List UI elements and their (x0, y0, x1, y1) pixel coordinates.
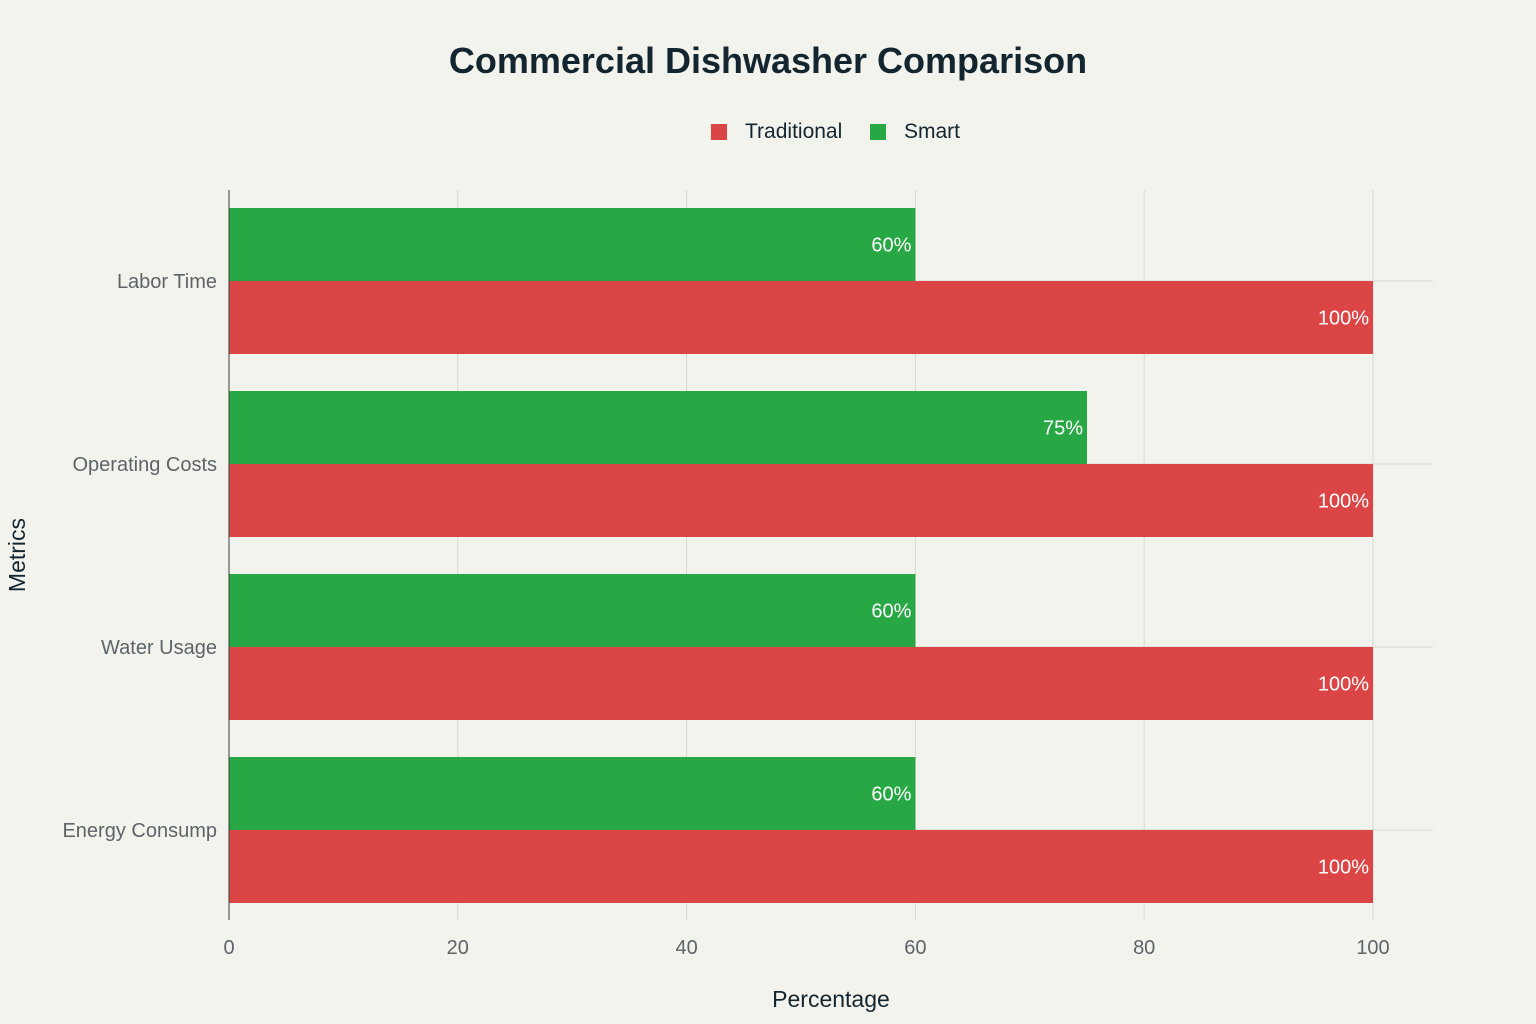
legend-item-traditional[interactable]: Traditional (711, 119, 842, 145)
x-tick-label: 60 (904, 937, 926, 959)
y-tick-label: Water Usage (101, 637, 217, 659)
legend-label-traditional: Traditional (745, 120, 843, 143)
chart-title: Commercial Dishwasher Comparison (448, 40, 1088, 81)
data-label-smart: 60% (871, 601, 911, 623)
legend-label-smart: Smart (904, 120, 961, 143)
y-tick-label: Operating Costs (72, 454, 217, 476)
x-tick-label: 100 (1356, 937, 1389, 959)
x-tick-label: 20 (447, 937, 469, 959)
bar-smart (229, 208, 916, 281)
bar-smart (229, 574, 916, 647)
y-tick-label: Labor Time (117, 271, 217, 293)
x-tick-label: 80 (1133, 937, 1155, 959)
data-label-smart: 75% (1043, 418, 1083, 440)
x-tick-label: 40 (675, 937, 697, 959)
data-label-traditional: 100% (1318, 674, 1369, 696)
bar-smart (229, 391, 1087, 464)
y-tick-label: Energy Consump (62, 820, 217, 842)
legend-swatch-traditional (711, 124, 727, 140)
legend-swatch-smart (870, 124, 886, 140)
bar-traditional (229, 281, 1373, 354)
bar-traditional (229, 464, 1373, 537)
legend-item-smart[interactable]: Smart (870, 119, 960, 145)
x-tick-label: 0 (223, 937, 234, 959)
bar-traditional (229, 647, 1373, 720)
chart-legend: Traditional Smart (0, 119, 1536, 145)
bar-smart (229, 757, 916, 830)
data-label-traditional: 100% (1318, 857, 1369, 879)
data-label-smart: 60% (871, 784, 911, 806)
data-label-smart: 60% (871, 235, 911, 257)
bar-traditional (229, 830, 1373, 903)
data-label-traditional: 100% (1318, 491, 1369, 513)
data-label-traditional: 100% (1318, 308, 1369, 330)
y-axis-title: Metrics (4, 518, 30, 592)
x-axis-title: Percentage (772, 986, 890, 1012)
